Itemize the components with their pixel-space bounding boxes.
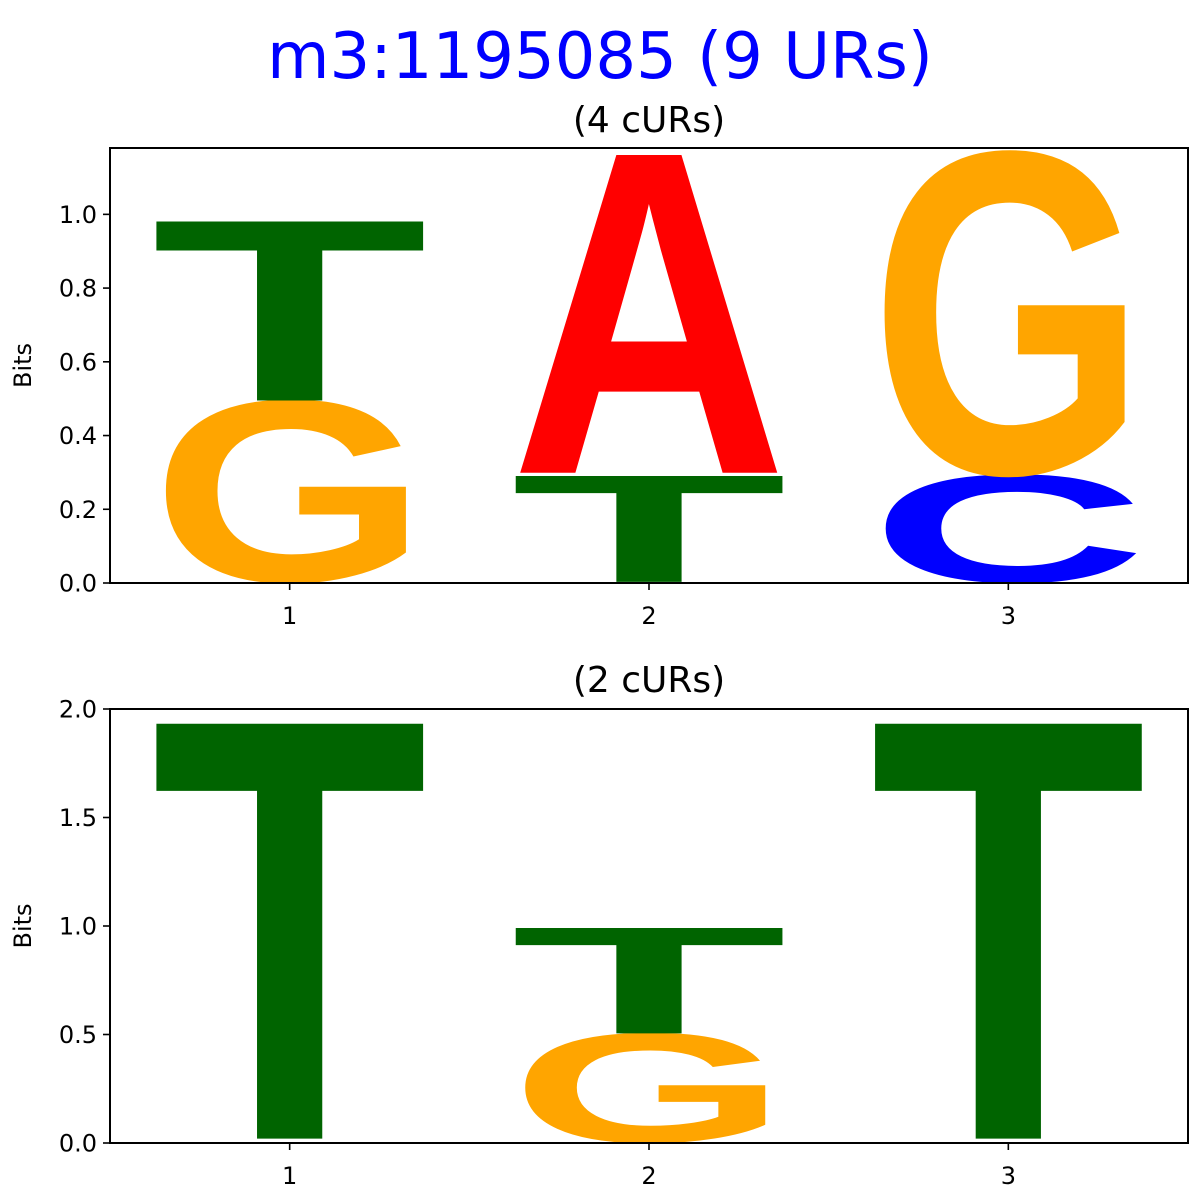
y-tick-label: 0.5: [59, 1021, 97, 1049]
y-tick-label: 0.2: [59, 496, 97, 524]
logo-letter-t: T: [511, 895, 788, 1066]
y-tick-label: 1.0: [59, 201, 97, 229]
logo-letter-t: T: [151, 594, 428, 1200]
x-tick-label: 2: [641, 1162, 656, 1190]
logo-letters: T GT T: [151, 594, 1146, 1200]
logo-letter-a: A: [511, 55, 788, 571]
y-tick-label: 0.4: [59, 422, 97, 450]
y-tick-label: 0.0: [59, 570, 97, 598]
logo-letter-t: T: [870, 594, 1147, 1200]
y-tick-label: 0.8: [59, 275, 97, 303]
y-tick-label: 1.0: [59, 913, 97, 941]
x-tick-label: 1: [282, 1162, 297, 1190]
x-tick-label: 1: [282, 602, 297, 630]
logo-panel-bottom: (2 cURs) Bits T GT T 0.0 0.5 1.0 1.5 2.0 1 2 3: [9, 594, 1189, 1200]
y-tick-label: 2.0: [59, 696, 97, 724]
y-tick-label: 0.6: [59, 348, 97, 376]
y-axis-label: Bits: [9, 343, 37, 388]
y-tick-label: 0.0: [59, 1130, 97, 1158]
panel-title: (2 cURs): [573, 660, 725, 701]
x-tick-label: 3: [1001, 602, 1016, 630]
x-tick-label: 3: [1001, 1162, 1016, 1190]
figure-title: m3:1195085 (9 URs): [267, 20, 933, 94]
logo-letter-g: G: [870, 56, 1147, 571]
y-axis-label: Bits: [9, 903, 37, 948]
panel-title: (4 cURs): [573, 100, 725, 141]
x-tick-label: 2: [641, 602, 656, 630]
logo-letter-t: T: [151, 166, 428, 456]
y-tick-label: 1.5: [59, 804, 97, 832]
